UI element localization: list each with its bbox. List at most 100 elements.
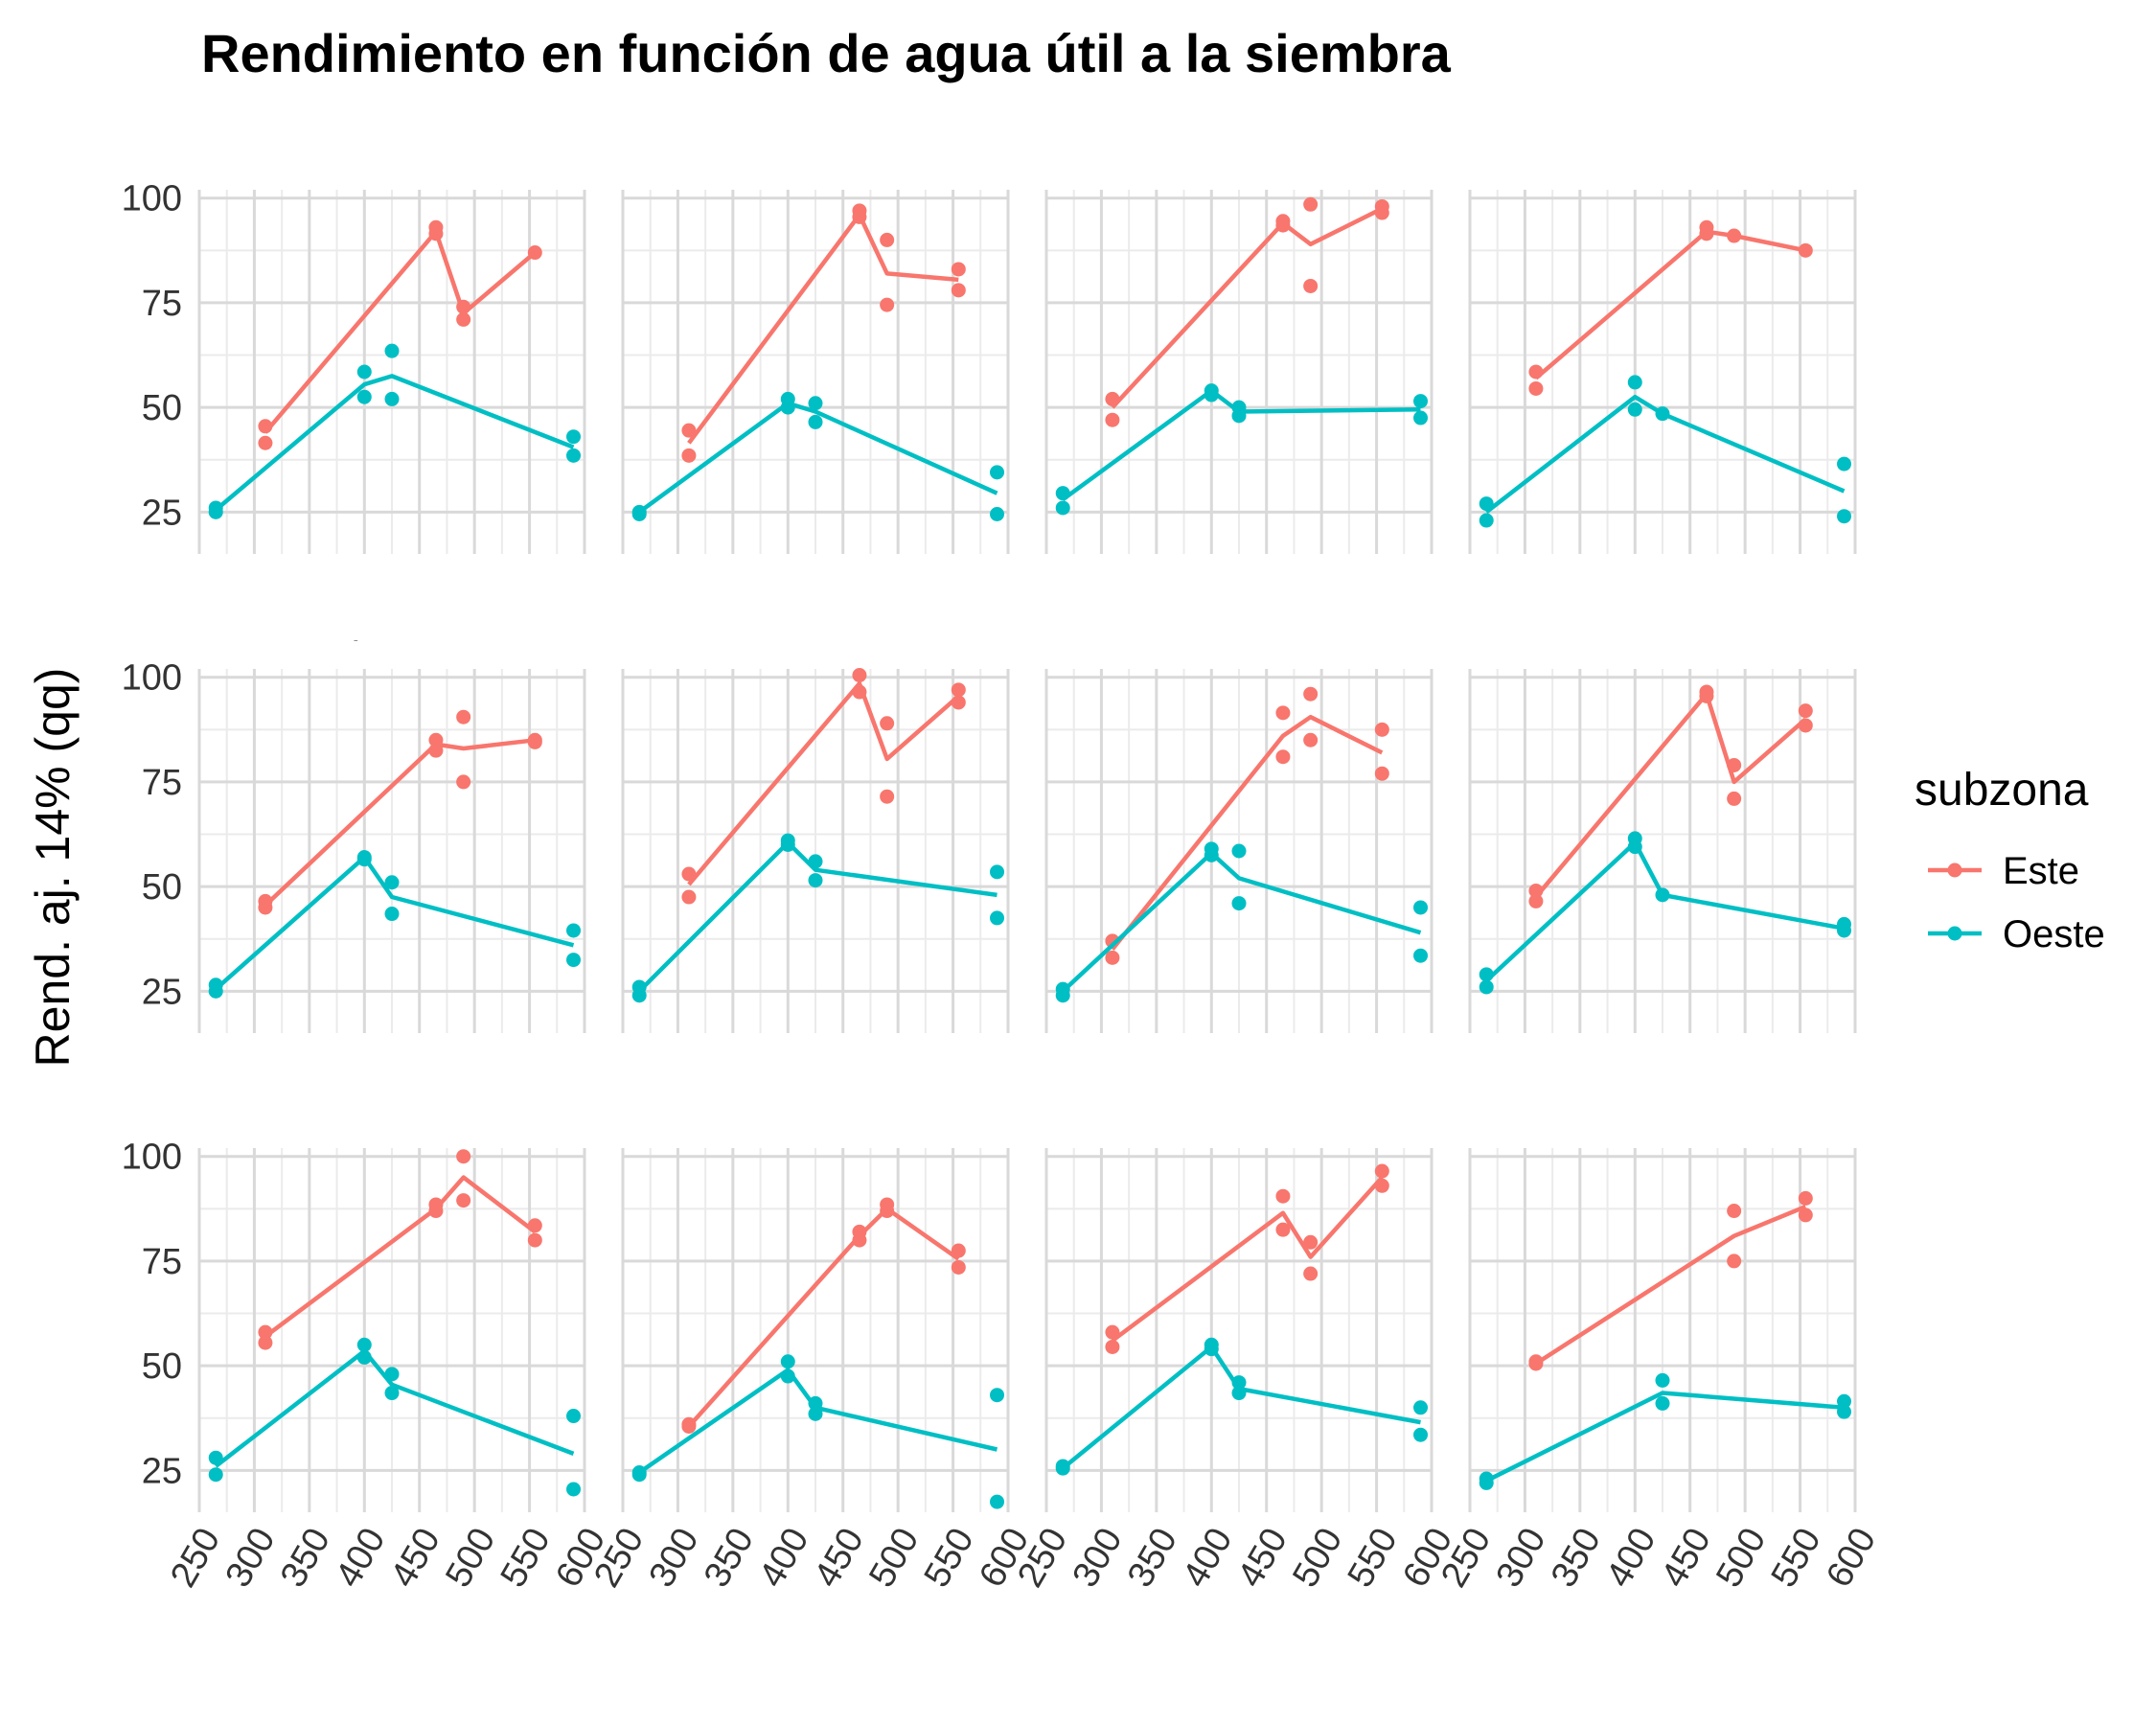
series-line-este [1534,229,1806,380]
data-point-oeste [1413,410,1429,426]
data-point-este [1303,686,1319,702]
series-line-oeste [1061,1345,1421,1470]
data-point-este [1798,703,1813,719]
data-point-este [852,684,867,700]
data-point-oeste [1055,988,1070,1003]
x-tick-label: 350 [697,1522,762,1595]
facet-panel: AX 7761 VT3P [1044,161,1434,554]
y-tick-label: 25 [142,1451,182,1491]
facet-strip-label: DK 6910 VT3P [681,596,950,641]
x-tick-label: 400 [1175,1522,1240,1595]
data-point-este [1105,391,1120,406]
x-tick-label: 500 [1285,1522,1350,1595]
data-point-este [428,743,444,758]
data-point-este [428,732,444,748]
data-point-oeste [1627,375,1642,390]
x-tick-label: 400 [1598,1522,1663,1595]
facet-panel: DK 6910 VT3P [621,596,1010,1033]
y-tick-label: 50 [142,867,182,908]
data-point-oeste [1204,847,1219,862]
data-point-oeste [990,864,1005,880]
data-point-oeste [631,1467,647,1483]
data-point-oeste [808,1406,823,1421]
data-point-este [1528,893,1544,908]
data-point-oeste [384,1367,400,1382]
legend-key-point [1947,926,1962,941]
x-tick-label: 500 [438,1522,503,1595]
data-point-este [1275,749,1291,765]
data-point-este [456,709,471,724]
data-point-oeste [1479,496,1494,512]
data-point-oeste [1837,456,1852,472]
data-point-oeste [356,1337,372,1352]
data-point-oeste [356,852,372,867]
data-point-oeste [1837,1404,1852,1419]
data-point-oeste [566,1482,582,1497]
data-point-este [1699,226,1714,242]
data-point-oeste [631,988,647,1003]
data-point-este [1528,883,1544,898]
data-point-oeste [1837,1393,1852,1409]
data-point-este [880,297,895,312]
data-point-oeste [384,391,400,406]
data-point-oeste [1655,406,1670,422]
data-point-este [1303,732,1319,748]
data-point-este [258,900,273,915]
series-line-este [1111,714,1384,952]
data-point-oeste [1479,979,1494,995]
series-line-este [1534,691,1807,899]
data-point-este [951,283,966,298]
data-point-este [1528,1356,1544,1371]
data-point-oeste [566,448,582,463]
data-point-oeste [990,507,1005,522]
data-point-oeste [808,873,823,888]
data-point-oeste [356,1349,372,1365]
series-line-oeste [1061,850,1422,993]
series-line-este [1111,206,1384,409]
chart-title: Rendimiento en función de agua útil a la… [201,23,1452,83]
series-line-este [264,229,537,434]
y-axis-label: Rend. aj. 14% (qq) [26,668,80,1068]
data-point-oeste [990,910,1005,926]
data-point-este [258,419,273,434]
data-point-oeste [1231,1386,1247,1401]
x-tick-label: 550 [1764,1522,1829,1595]
data-point-oeste [808,414,823,429]
data-point-oeste [1055,486,1070,501]
data-point-este [527,245,542,261]
x-tick-label: 500 [1709,1522,1774,1595]
data-point-oeste [1655,887,1670,903]
data-point-este [1105,412,1120,427]
series-line-oeste [214,855,575,991]
x-tick-label: 600 [1819,1522,1884,1595]
data-point-oeste [1479,513,1494,528]
data-point-oeste [1479,1475,1494,1490]
data-point-este [880,1204,895,1219]
y-tick-label: 50 [142,1346,182,1387]
data-point-este [456,1149,471,1164]
data-point-este [880,232,895,247]
data-point-este [428,1204,444,1219]
data-point-oeste [1655,1372,1670,1388]
facet-panel: ACA 481 VT3P [621,161,1010,554]
data-point-oeste [1413,1427,1429,1442]
legend-entry-este: Este [1928,850,2079,892]
x-tick-label: 550 [917,1522,982,1595]
data-point-este [1798,242,1813,258]
data-point-este [1105,1324,1120,1340]
x-tick-label: 300 [1489,1522,1554,1595]
data-point-este [951,682,966,698]
data-point-oeste [808,396,823,411]
data-point-este [258,435,273,450]
data-point-oeste [1837,509,1852,524]
data-point-oeste [780,837,795,852]
data-point-oeste [384,343,400,358]
data-point-oeste [1413,394,1429,409]
series-line-este [1111,1176,1384,1343]
x-tick-label: 250 [163,1522,228,1595]
series-line-oeste [637,401,998,515]
x-tick-label: 300 [218,1522,284,1595]
data-point-oeste [990,1388,1005,1403]
